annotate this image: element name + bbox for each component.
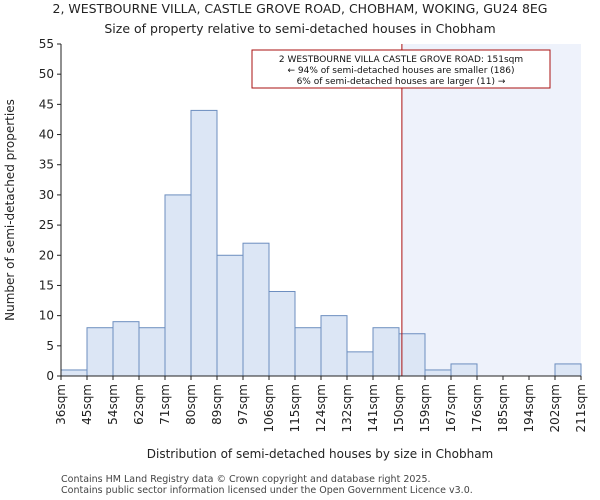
chart-title: 2, WESTBOURNE VILLA, CASTLE GROVE ROAD, …: [53, 1, 548, 16]
x-tick-label: 115sqm: [288, 384, 302, 432]
x-tick-label: 185sqm: [496, 384, 510, 432]
y-tick-label: 55: [39, 37, 54, 51]
x-tick-label: 97sqm: [236, 384, 250, 425]
x-tick-label: 124sqm: [314, 384, 328, 432]
bar-62sqm: [138, 327, 166, 377]
annotation-box: 2 WESTBOURNE VILLA CASTLE GROVE ROAD: 15…: [251, 49, 551, 89]
y-tick-label: 20: [39, 248, 54, 262]
chart-subtitle: Size of property relative to semi-detach…: [104, 21, 495, 36]
x-tick-label: 62sqm: [132, 384, 146, 425]
bars-group: [60, 109, 582, 377]
footer-credit-2: Contains public sector information licen…: [61, 485, 473, 496]
bar-202sqm: [554, 363, 582, 377]
annotation-line-1: 2 WESTBOURNE VILLA CASTLE GROVE ROAD: 15…: [279, 55, 523, 65]
x-tick-label: 89sqm: [210, 384, 224, 425]
y-axis-label: Number of semi-detached properties: [3, 99, 17, 321]
footer-credit-1: Contains HM Land Registry data © Crown c…: [61, 474, 431, 485]
bar-71sqm: [164, 194, 192, 377]
x-tick-label: 202sqm: [548, 384, 562, 432]
bar-45sqm: [86, 327, 114, 377]
larger-properties-region: [401, 44, 581, 376]
x-tick-label: 45sqm: [80, 384, 94, 425]
x-tick-label: 176sqm: [470, 384, 484, 432]
annotation-line-2: ← 94% of semi-detached houses are smalle…: [288, 66, 515, 76]
bar-36sqm: [60, 369, 88, 377]
x-tick-label: 132sqm: [340, 384, 354, 432]
y-tick-label: 45: [39, 97, 54, 111]
bar-141sqm: [372, 327, 400, 377]
bar-80sqm: [190, 109, 218, 377]
x-axis: 36sqm 45sqm 54sqm 62sqm 71sqm 80sqm 89sqm 97sqm…: [54, 375, 588, 432]
x-tick-label: 106sqm: [262, 384, 276, 432]
x-tick-label: 167sqm: [444, 384, 458, 432]
y-tick-label: 0: [46, 369, 54, 383]
bar-167sqm: [450, 363, 478, 377]
bar-106sqm: [268, 290, 296, 377]
x-tick-label: 211sqm: [574, 384, 588, 432]
x-tick-label: 71sqm: [158, 384, 172, 425]
y-tick-label: 25: [39, 218, 54, 232]
y-tick-label: 10: [39, 309, 54, 323]
bar-54sqm: [112, 321, 140, 377]
bar-115sqm: [294, 327, 322, 377]
bar-132sqm: [346, 351, 374, 377]
bar-150sqm: [398, 333, 426, 377]
bar-124sqm: [320, 315, 348, 377]
bar-89sqm: [216, 254, 244, 377]
y-tick-label: 30: [39, 188, 54, 202]
x-tick-label: 194sqm: [522, 384, 536, 432]
x-tick-label: 141sqm: [366, 384, 380, 432]
x-tick-label: 150sqm: [392, 384, 406, 432]
y-tick-label: 15: [39, 278, 54, 292]
y-axis: 0 5 10 15 20 25 30 35 40 45 50 55: [39, 37, 62, 383]
x-tick-label: 36sqm: [54, 384, 68, 425]
bar-159sqm: [424, 369, 452, 377]
x-tick-label: 54sqm: [106, 384, 120, 425]
x-tick-label: 80sqm: [184, 384, 198, 425]
annotation-line-3: 6% of semi-detached houses are larger (1…: [297, 77, 506, 87]
y-tick-label: 50: [39, 67, 54, 81]
x-tick-label: 159sqm: [418, 384, 432, 432]
y-tick-label: 5: [46, 339, 54, 353]
bar-97sqm: [242, 242, 270, 377]
y-tick-label: 35: [39, 158, 54, 172]
y-tick-label: 40: [39, 128, 54, 142]
x-axis-label: Distribution of semi-detached houses by …: [147, 447, 493, 461]
